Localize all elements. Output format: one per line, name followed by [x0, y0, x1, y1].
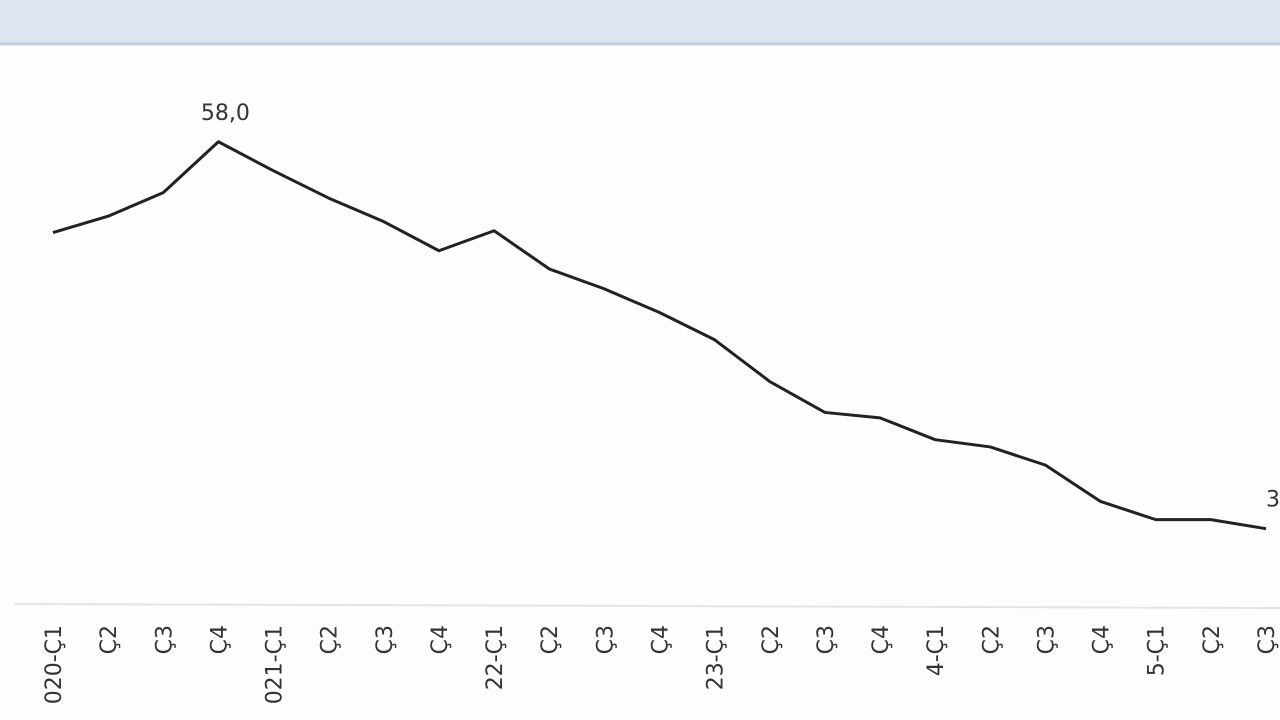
- x-tick-label: Ç3: [1034, 625, 1059, 654]
- x-tick-label: 021-Ç1: [263, 625, 288, 704]
- x-tick-label: Ç4: [428, 625, 453, 654]
- x-tick-label: 22-Ç1: [483, 625, 508, 690]
- x-tick-label: Ç3: [1255, 625, 1280, 654]
- x-tick-label: Ç2: [538, 625, 563, 654]
- data-line: [52, 140, 1267, 531]
- x-tick-label: Ç2: [979, 625, 1004, 654]
- data-label: 36,7: [1266, 488, 1280, 513]
- x-tick-label: Ç2: [97, 625, 122, 654]
- x-tick-label: 4-Ç1: [924, 625, 949, 676]
- x-tick-label: Ç3: [373, 625, 398, 654]
- x-tick-label: 23-Ç1: [704, 625, 729, 690]
- x-tick-label: Ç3: [152, 625, 177, 654]
- header-band: [0, 0, 1280, 44]
- x-tick-label: Ç3: [593, 625, 618, 654]
- x-tick-label: Ç2: [318, 625, 343, 654]
- x-tick-label: Ç2: [759, 625, 784, 654]
- x-tick-label: Ç4: [649, 625, 674, 654]
- x-tick-label: 5-Ç1: [1145, 625, 1170, 676]
- data-label: 58,0: [201, 101, 250, 126]
- x-axis-line: [14, 603, 1280, 609]
- x-tick-label: Ç2: [1200, 625, 1225, 654]
- x-tick-label: 020-Ç1: [42, 625, 67, 704]
- x-tick-label: Ç4: [869, 625, 894, 654]
- x-tick-label: Ç4: [1090, 625, 1115, 654]
- x-tick-label: Ç3: [814, 625, 839, 654]
- x-tick-label: Ç4: [207, 625, 232, 654]
